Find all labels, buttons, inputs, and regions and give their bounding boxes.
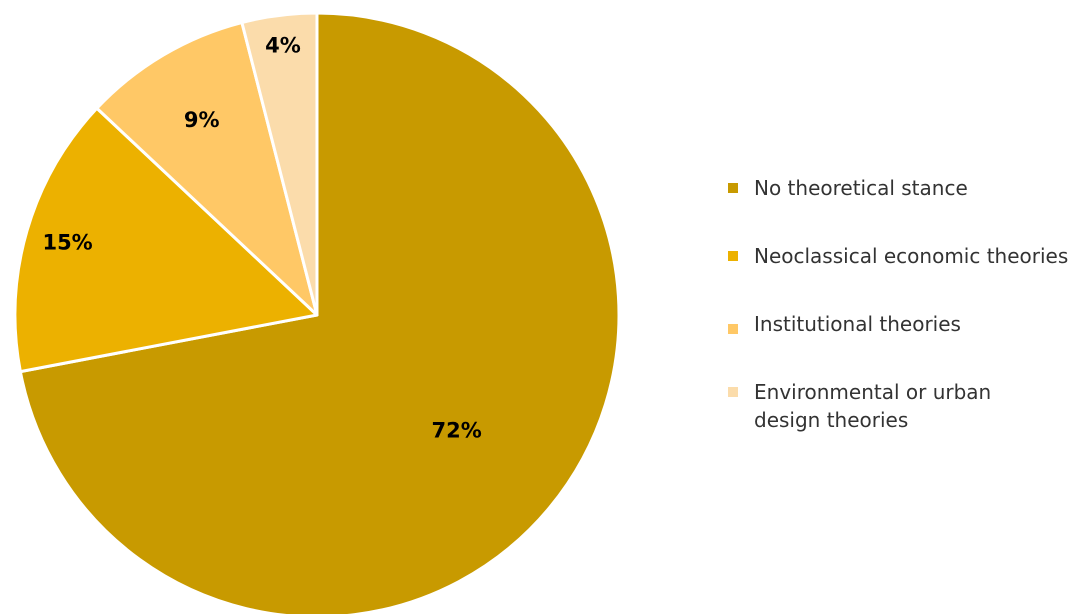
pie-slice-label-neoclassical-economic-theories: 15% (42, 231, 92, 255)
legend-item-neoclassical-economic-theories: Neoclassical economic theories (728, 242, 1083, 270)
pie-chart: 72% 15% 9% 4% (13, 11, 621, 614)
legend-label-line2: design theories (754, 408, 909, 432)
legend: No theoretical stance Neoclassical econo… (728, 174, 1083, 434)
legend-label: No theoretical stance (754, 176, 968, 200)
pie-chart-svg: 72% 15% 9% 4% (13, 11, 621, 614)
legend-label-line1: Environmental or urban (754, 380, 992, 404)
legend-swatch-environmental-or-urban-design-theories (728, 387, 738, 397)
legend-item-no-theoretical-stance: No theoretical stance (728, 174, 1083, 202)
legend-item-institutional-theories: Institutional theories (728, 310, 1083, 338)
legend-item-environmental-or-urban-design-theories: Environmental or urban design theories (728, 378, 1083, 434)
pie-slice-label-institutional-theories: 9% (184, 108, 220, 132)
pie-slice-label-environmental-or-urban-design-theories: 4% (265, 33, 301, 57)
pie-slice-label-no-theoretical-stance: 72% (431, 419, 481, 443)
legend-swatch-no-theoretical-stance (728, 183, 738, 193)
legend-swatch-institutional-theories (728, 324, 738, 334)
pie-slice-environmental-or-urban-design-theories (240, 11, 319, 317)
pie-slice-labels: 72% 15% 9% 4% (42, 33, 481, 442)
pie-slice-institutional-theories (95, 20, 319, 317)
pie-slice-neoclassical-economic-theories (13, 106, 319, 374)
legend-label: Institutional theories (754, 312, 961, 336)
pie-slices (13, 11, 621, 614)
legend-swatch-neoclassical-economic-theories (728, 251, 738, 261)
legend-label: Neoclassical economic theories (754, 244, 1069, 268)
pie-slice-no-theoretical-stance (18, 11, 621, 614)
